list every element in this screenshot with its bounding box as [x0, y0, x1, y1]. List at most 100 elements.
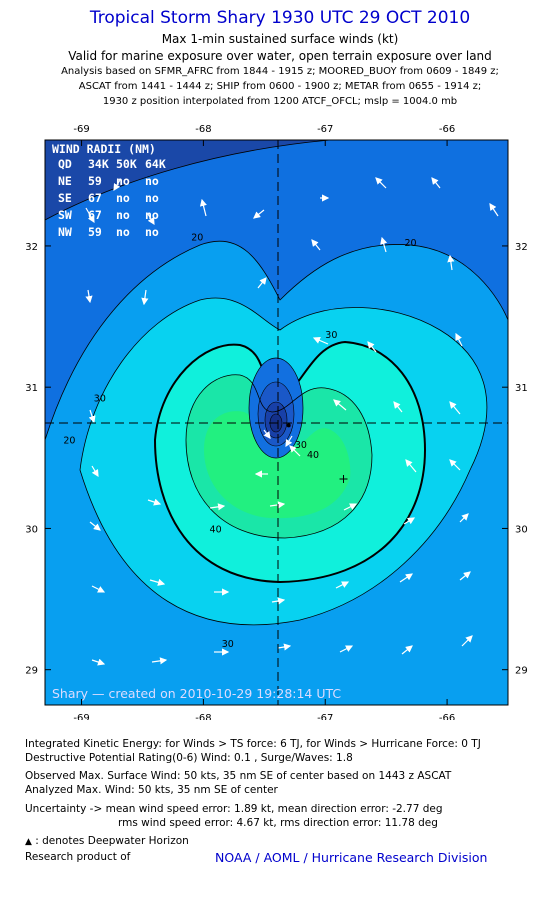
wind-arrow [459, 571, 471, 581]
wind-arrow [91, 465, 99, 478]
wind-arrow [447, 254, 455, 271]
wind-vectors [85, 177, 499, 666]
wind-arrow [339, 645, 354, 653]
ike-text: Integrated Kinetic Energy: for Winds > T… [25, 738, 481, 750]
subtitle-exposure: Valid for marine exposure over water, op… [68, 49, 492, 63]
x-tick-label-bottom: -69 [73, 713, 89, 720]
y-tick-label-left: 29 [25, 666, 38, 677]
contour-label: 40 [210, 525, 222, 536]
wind-arrow [141, 289, 149, 306]
wind-radii-cell: no [145, 208, 159, 222]
wind-radii-cell: no [116, 225, 130, 239]
wind-radii-cell: NE [58, 174, 72, 188]
y-tick-label-right: 32 [515, 242, 528, 253]
wind-radii-cell: SW [58, 208, 72, 222]
wind-radii-header: 34K [88, 157, 109, 171]
creation-stamp: Shary — created on 2010-10-29 19:28:14 U… [52, 686, 341, 701]
contour-label: 30 [325, 330, 337, 341]
wind-radii-cell: no [116, 174, 130, 188]
wind-radii-cell: 59 [88, 174, 102, 188]
contour-20-nw [45, 140, 331, 221]
x-tick-label-top: -66 [439, 124, 455, 135]
wind-arrow [333, 399, 347, 411]
wind-arrow [263, 429, 271, 439]
wind-radii-cell: NW [58, 225, 72, 239]
wind-arrow [257, 277, 267, 289]
wind-arrow [271, 597, 286, 605]
contour-40 [185, 374, 373, 539]
plot-frame [44, 139, 509, 706]
wind-arrow [149, 578, 166, 586]
analysis-sources-2: ASCAT from 1441 - 1444 z; SHIP from 0600… [78, 81, 482, 92]
wind-arrow [91, 658, 106, 666]
x-tick-label-top: -68 [195, 124, 211, 135]
wind-arrow [335, 581, 350, 589]
y-tick-label-left: 30 [25, 524, 38, 535]
wind-radii-cell: no [145, 174, 159, 188]
wind-radii-cell: 59 [88, 225, 102, 239]
wind-arrow [89, 521, 101, 531]
deepwater-label: : denotes Deepwater Horizon [35, 835, 189, 847]
x-tick-label-top: -67 [317, 124, 333, 135]
subtitle-wind-type: Max 1-min sustained surface winds (kt) [161, 32, 399, 46]
research-label: Research product of [25, 851, 131, 863]
wind-arrow [367, 341, 377, 353]
analyzed-max-text: Analyzed Max. Wind: 50 kts, 35 nm SE of … [25, 784, 278, 796]
wind-radii-cell: SE [58, 191, 72, 205]
contour-label: 20 [404, 238, 416, 249]
contour-25 [45, 240, 508, 441]
wind-arrow [461, 635, 473, 647]
contour-label: 30 [295, 440, 307, 451]
wind-radii-cell: 67 [88, 208, 102, 222]
wind-arrow [489, 203, 499, 217]
wind-arrow [289, 445, 301, 457]
wind-arrow [311, 239, 321, 251]
dpr-text: Destructive Potential Rating(0-6) Wind: … [25, 752, 353, 764]
y-tick-label-left: 31 [25, 383, 38, 394]
wind-arrow [459, 513, 469, 523]
contour-30 [79, 297, 488, 626]
wind-radii-header: QD [58, 157, 72, 171]
wind-arrow [85, 207, 95, 224]
max-wind-marker [339, 475, 348, 483]
contour-label: 30 [222, 639, 234, 650]
wind-arrow [399, 573, 413, 583]
wind-radii-title: WIND RADII (NM) [52, 142, 156, 156]
wind-arrow [401, 645, 413, 655]
contour-label: 30 [94, 393, 106, 404]
wind-radii-cell: no [116, 191, 130, 205]
wind-arrow [113, 179, 121, 192]
wind-arrow [375, 177, 387, 189]
y-tick-label-left: 32 [25, 242, 38, 253]
x-tick-label-top: -69 [73, 124, 89, 135]
uncertainty-text-1: Uncertainty -> mean wind speed error: 1.… [25, 803, 443, 815]
wind-arrow [449, 459, 461, 471]
wind-arrow [91, 585, 106, 593]
deepwater-icon: ▲ [25, 837, 32, 847]
wind-radii-cell: 67 [88, 191, 102, 205]
wind-arrow [393, 401, 403, 413]
axis-ticks: -69 -69 -68 -68 -67 -67 -66 -66 32 32 31 31 30 30 29 29 [25, 124, 527, 720]
wind-arrow [269, 501, 286, 509]
wind-arrow [147, 498, 162, 506]
y-tick-label-right: 29 [515, 666, 528, 677]
wind-arrow [312, 337, 329, 345]
wind-radii-cell: no [145, 225, 159, 239]
wind-arrow [405, 459, 417, 473]
wind-radii-header: 64K [145, 157, 166, 171]
contour-label: 20 [191, 232, 203, 243]
wind-arrow [431, 177, 441, 189]
wind-arrow [449, 401, 461, 415]
chart-title: Tropical Storm Shary 1930 UTC 29 OCT 201… [89, 8, 471, 28]
wind-radii-cell: no [116, 208, 130, 222]
wind-arrow [147, 213, 155, 226]
storm-center-marker [286, 423, 291, 428]
position-note: 1930 z position interpolated from 1200 A… [102, 96, 458, 107]
storm-markers [286, 423, 348, 483]
wind-arrow [455, 332, 463, 347]
credit-link[interactable]: NOAA / AOML / Hurricane Research Divisio… [215, 850, 488, 865]
y-tick-label-right: 31 [515, 383, 528, 394]
